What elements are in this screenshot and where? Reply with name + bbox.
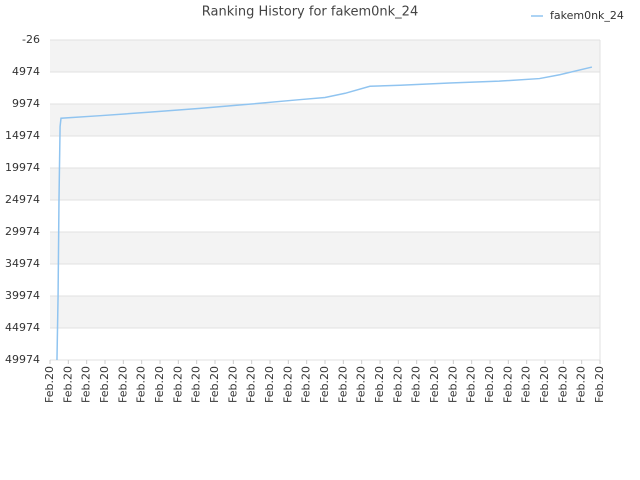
grid-band xyxy=(50,232,600,264)
y-tick-label: 44974 xyxy=(5,321,40,334)
grid-band xyxy=(50,296,600,328)
x-tick-label: Feb.20 xyxy=(98,366,111,403)
y-tick-label: 14974 xyxy=(5,129,40,142)
x-tick-label: Feb.20 xyxy=(391,366,404,403)
x-tick-label: Feb.20 xyxy=(208,366,221,403)
x-tick-label: Feb.20 xyxy=(263,366,276,403)
y-tick-label: 49974 xyxy=(5,353,40,366)
x-tick-label: Feb.20 xyxy=(116,366,129,403)
grid-band xyxy=(50,168,600,200)
x-tick-label: Feb.20 xyxy=(153,366,166,403)
series-line xyxy=(56,66,593,361)
x-tick-label: Feb.20 xyxy=(281,366,294,403)
x-tick-label: Feb.20 xyxy=(428,366,441,403)
y-tick-label: 4974 xyxy=(12,65,40,78)
x-tick-label: Feb.20 xyxy=(43,366,56,403)
chart-title: Ranking History for fakem0nk_24 xyxy=(202,5,418,20)
x-tick-label: Feb.20 xyxy=(373,366,386,403)
grid-band xyxy=(50,104,600,136)
x-tick-label: Feb.20 xyxy=(355,366,368,403)
x-tick-label: Feb.20 xyxy=(410,366,423,403)
x-tick-label: Feb.20 xyxy=(575,366,588,403)
x-tick-label: Feb.20 xyxy=(245,366,258,403)
x-tick-label: Feb.20 xyxy=(300,366,313,403)
legend-label: fakem0nk_24 xyxy=(550,9,624,22)
x-tick-label: Feb.20 xyxy=(465,366,478,403)
x-tick-label: Feb.20 xyxy=(80,366,93,403)
x-tick-label: Feb.20 xyxy=(135,366,148,403)
y-tick-label: 34974 xyxy=(5,257,40,270)
y-tick-label: -26 xyxy=(22,33,40,46)
x-tick-label: Feb.20 xyxy=(226,366,239,403)
x-tick-label: Feb.20 xyxy=(538,366,551,403)
x-tick-label: Feb.20 xyxy=(483,366,496,403)
x-tick-label: Feb.20 xyxy=(520,366,533,403)
x-tick-label: Feb.20 xyxy=(501,366,514,403)
y-tick-label: 24974 xyxy=(5,193,40,206)
x-tick-label: Feb.20 xyxy=(446,366,459,403)
x-tick-label: Feb.20 xyxy=(190,366,203,403)
grid-band xyxy=(50,40,600,72)
y-tick-label: 19974 xyxy=(5,161,40,174)
y-tick-label: 29974 xyxy=(5,225,40,238)
x-tick-label: Feb.20 xyxy=(556,366,569,403)
x-tick-label: Feb.20 xyxy=(593,366,606,403)
x-tick-label: Feb.20 xyxy=(171,366,184,403)
y-tick-label: 9974 xyxy=(12,97,40,110)
x-tick-label: Feb.20 xyxy=(61,366,74,403)
x-tick-label: Feb.20 xyxy=(336,366,349,403)
y-tick-label: 39974 xyxy=(5,289,40,302)
x-tick-label: Feb.20 xyxy=(318,366,331,403)
